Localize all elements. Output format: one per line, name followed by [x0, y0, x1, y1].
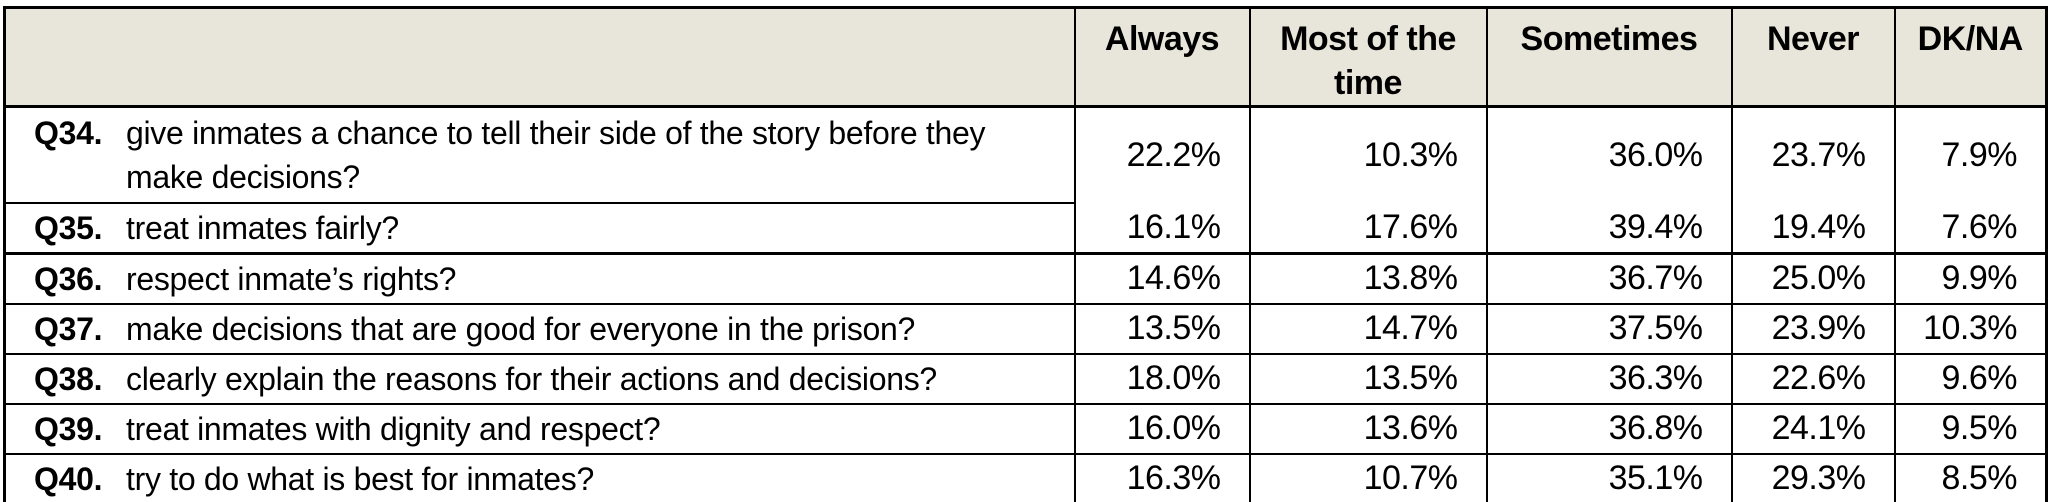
value-cell: 36.0% [1485, 105, 1733, 203]
value-cell: 10.3% [1893, 302, 2048, 355]
header-sometimes: Sometimes [1485, 6, 1733, 108]
value-cell: 14.6% [1073, 252, 1251, 305]
value-cell: 37.5% [1485, 302, 1733, 355]
question-text: treat inmates with dignity and respect? [126, 410, 661, 447]
table-row-q37: Q37. make decisions that are good for eve… [3, 302, 2048, 355]
question-cell: Q38. clearly explain the reasons for thei… [3, 352, 1076, 405]
header-never: Never [1730, 6, 1896, 108]
value-cell: 9.9% [1893, 252, 2048, 305]
question-text: give inmates a chance to tell their side… [126, 114, 986, 195]
question-text: make decisions that are good for everyon… [126, 310, 916, 347]
value-cell: 13.5% [1073, 302, 1251, 355]
question-cell: Q40. try to do what is best for inmates? [3, 452, 1076, 502]
value-cell: 7.9% [1893, 105, 2048, 203]
header-row: Always Most of the time Sometimes Never … [3, 6, 2048, 108]
value-cell: 10.7% [1248, 452, 1488, 502]
value-cell: 18.0% [1073, 352, 1251, 405]
question-cell: Q36. respect inmate’s rights? [3, 252, 1076, 305]
value-cell: 35.1% [1485, 452, 1733, 502]
value-cell: 10.3% [1248, 105, 1488, 203]
question-number: Q35. [34, 209, 103, 246]
value-cell: 29.3% [1730, 452, 1896, 502]
value-cell: 13.5% [1248, 352, 1488, 405]
question-cell: Q34. give inmates a chance to tell their … [3, 105, 1076, 204]
table-row-q38: Q38. clearly explain the reasons for thei… [3, 352, 2048, 405]
value-cell: 36.8% [1485, 402, 1733, 455]
question-text: try to do what is best for inmates? [126, 460, 594, 497]
table-row-q34: Q34. give inmates a chance to tell their … [3, 105, 2048, 204]
value-cell: 22.6% [1730, 352, 1896, 405]
value-cell: 13.8% [1248, 252, 1488, 305]
question-number: Q39. [34, 410, 103, 447]
question-number: Q36. [34, 260, 103, 297]
question-cell: Q39. treat inmates with dignity and respe… [3, 402, 1076, 455]
value-cell: 36.7% [1485, 252, 1733, 305]
header-dkna: DK/NA [1893, 6, 2048, 108]
value-cell: 9.6% [1893, 352, 2048, 405]
value-cell: 16.0% [1073, 402, 1251, 455]
value-cell: 23.9% [1730, 302, 1896, 355]
value-cell: 36.3% [1485, 352, 1733, 405]
value-cell: 25.0% [1730, 252, 1896, 305]
question-number: Q38. [34, 360, 103, 397]
value-cell: 14.7% [1248, 302, 1488, 355]
table-row-q35: Q35. treat inmates fairly? 16.1% 17.6% 39… [3, 201, 2048, 255]
table-row-q36: Q36. respect inmate’s rights? 14.6% 13.8%… [3, 252, 2048, 305]
value-cell: 8.5% [1893, 452, 2048, 502]
value-cell: 17.6% [1248, 202, 1488, 255]
value-cell: 22.2% [1073, 105, 1251, 203]
value-cell: 24.1% [1730, 402, 1896, 455]
value-cell: 16.1% [1073, 202, 1251, 255]
value-cell: 7.6% [1893, 202, 2048, 255]
header-most-of-the-time: Most of the time [1248, 6, 1488, 108]
question-number: Q37. [34, 310, 103, 347]
question-cell: Q35. treat inmates fairly? [3, 201, 1076, 255]
value-cell: 39.4% [1485, 202, 1733, 255]
question-cell: Q37. make decisions that are good for eve… [3, 302, 1076, 355]
question-text: clearly explain the reasons for their ac… [126, 360, 937, 397]
survey-results-table: Always Most of the time Sometimes Never … [3, 6, 2048, 502]
table-row-q40: Q40. try to do what is best for inmates? … [3, 452, 2048, 502]
header-question-column [3, 6, 1076, 108]
question-text: treat inmates fairly? [126, 209, 399, 246]
value-cell: 16.3% [1073, 452, 1251, 502]
table-body: Q34. give inmates a chance to tell their … [3, 105, 2048, 502]
question-text: respect inmate’s rights? [126, 260, 457, 297]
value-cell: 19.4% [1730, 202, 1896, 255]
question-number: Q34. [34, 114, 103, 151]
value-cell: 9.5% [1893, 402, 2048, 455]
table-row-q39: Q39. treat inmates with dignity and respe… [3, 402, 2048, 455]
header-always: Always [1073, 6, 1251, 108]
value-cell: 13.6% [1248, 402, 1488, 455]
value-cell: 23.7% [1730, 105, 1896, 203]
question-number: Q40. [34, 460, 103, 497]
